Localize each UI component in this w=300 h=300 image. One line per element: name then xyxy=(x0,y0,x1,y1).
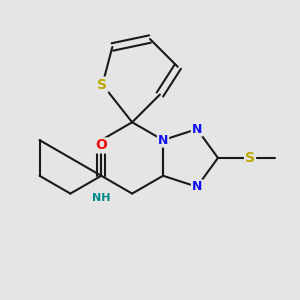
Text: N: N xyxy=(192,180,202,193)
Text: NH: NH xyxy=(92,193,110,202)
Text: O: O xyxy=(95,138,107,152)
Text: N: N xyxy=(192,123,202,136)
Text: S: S xyxy=(245,151,255,165)
Text: N: N xyxy=(158,134,168,147)
Text: S: S xyxy=(98,78,107,92)
